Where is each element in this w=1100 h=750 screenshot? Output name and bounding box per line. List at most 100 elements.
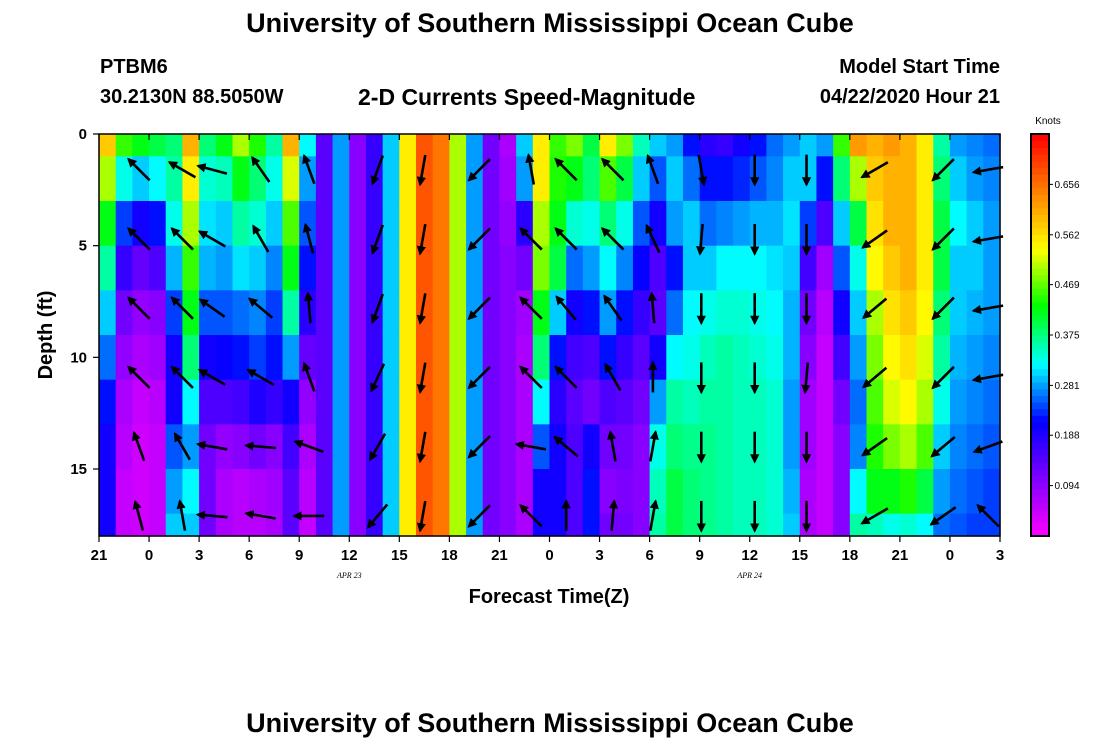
current-vector [649,499,659,531]
speed-cell [733,201,751,247]
speed-cell [332,469,350,515]
speed-cell [682,513,701,537]
speed-cell [115,290,133,336]
speed-cell [215,513,234,537]
date-label: APR 24 [736,571,762,580]
speed-cell [265,245,284,291]
speed-cell [699,156,717,202]
speed-cell [983,134,1001,157]
speed-cell [399,201,417,247]
speed-cell [499,513,517,537]
current-vector [519,227,543,251]
current-vector [861,229,888,249]
current-vector [416,223,427,256]
speed-cell [716,156,734,202]
speed-cell [816,513,834,537]
current-vector [370,293,385,325]
colorbar-swatch [1031,180,1049,189]
colorbar-swatch [1031,381,1049,390]
speed-cell [199,335,217,381]
speed-cell [666,513,684,537]
colorbar-swatch [1031,509,1049,517]
speed-cell [833,379,851,425]
speed-cell [315,513,334,537]
speed-cell [766,424,784,470]
speed-cell [632,469,651,515]
speed-cell [749,245,768,291]
speed-cell [766,201,784,247]
speed-cell [866,290,884,336]
speed-cell [99,424,117,470]
speed-cell [215,335,234,381]
speed-cell [449,156,467,202]
speed-cell [432,335,450,381]
speed-cell [716,290,734,336]
speed-cell [315,335,334,381]
colorbar-swatch [1031,154,1049,162]
speed-cell [599,245,617,291]
speed-cell [499,379,517,425]
colorbar-swatch [1031,428,1049,437]
current-vector [303,291,314,324]
speed-cell [833,245,851,291]
speed-cell [349,379,367,425]
current-vector [519,296,543,320]
speed-cell [232,134,250,157]
speed-cell [566,335,584,381]
x-tick-label: 18 [841,547,858,564]
current-vector [604,362,622,392]
speed-cell [232,156,250,202]
speed-cell [649,156,667,202]
speed-cell [232,335,250,381]
speed-cell [783,469,801,515]
current-vector [293,439,324,454]
speed-cell [416,134,434,157]
speed-cell [249,469,267,515]
speed-cell [382,335,400,381]
speed-cell [99,134,117,157]
speed-cell [666,290,684,336]
speed-cell [833,201,851,247]
speed-cell [99,201,117,247]
colorbar-swatch [1031,160,1049,169]
y-tick-label: 5 [79,238,87,255]
speed-cell [733,245,751,291]
speed-cell [365,201,384,247]
current-vector [860,507,889,525]
speed-cell [699,245,717,291]
speed-cell [632,134,651,157]
speed-cell [733,335,751,381]
current-vector [514,440,547,451]
speed-cell [883,156,901,202]
speed-cell [399,245,417,291]
speed-cell [482,245,501,291]
current-vector [467,435,491,459]
speed-cell [833,513,851,537]
speed-cell [766,290,784,336]
speed-cell [449,469,467,515]
speed-cell [783,245,801,291]
speed-cell [399,469,417,515]
speed-cell [682,469,701,515]
current-vector [553,435,579,458]
speed-cell [282,245,300,291]
speed-cell [499,201,517,247]
current-vector [127,365,151,389]
speed-cell [399,156,417,202]
speed-cell [949,469,968,515]
speed-cell [265,290,284,336]
speed-cell [566,201,584,247]
speed-cell [799,469,818,515]
speed-cell [933,134,951,157]
speed-cell [749,156,768,202]
colorbar-swatch [1031,475,1049,483]
current-vector [132,430,146,462]
speed-cell [165,513,184,537]
current-vector [197,230,227,248]
speed-cell [816,469,834,515]
speed-cell [616,134,634,157]
speed-cell [916,156,934,202]
speed-cell [966,379,984,425]
colorbar-swatch [1031,234,1049,242]
speed-cell [899,156,918,202]
